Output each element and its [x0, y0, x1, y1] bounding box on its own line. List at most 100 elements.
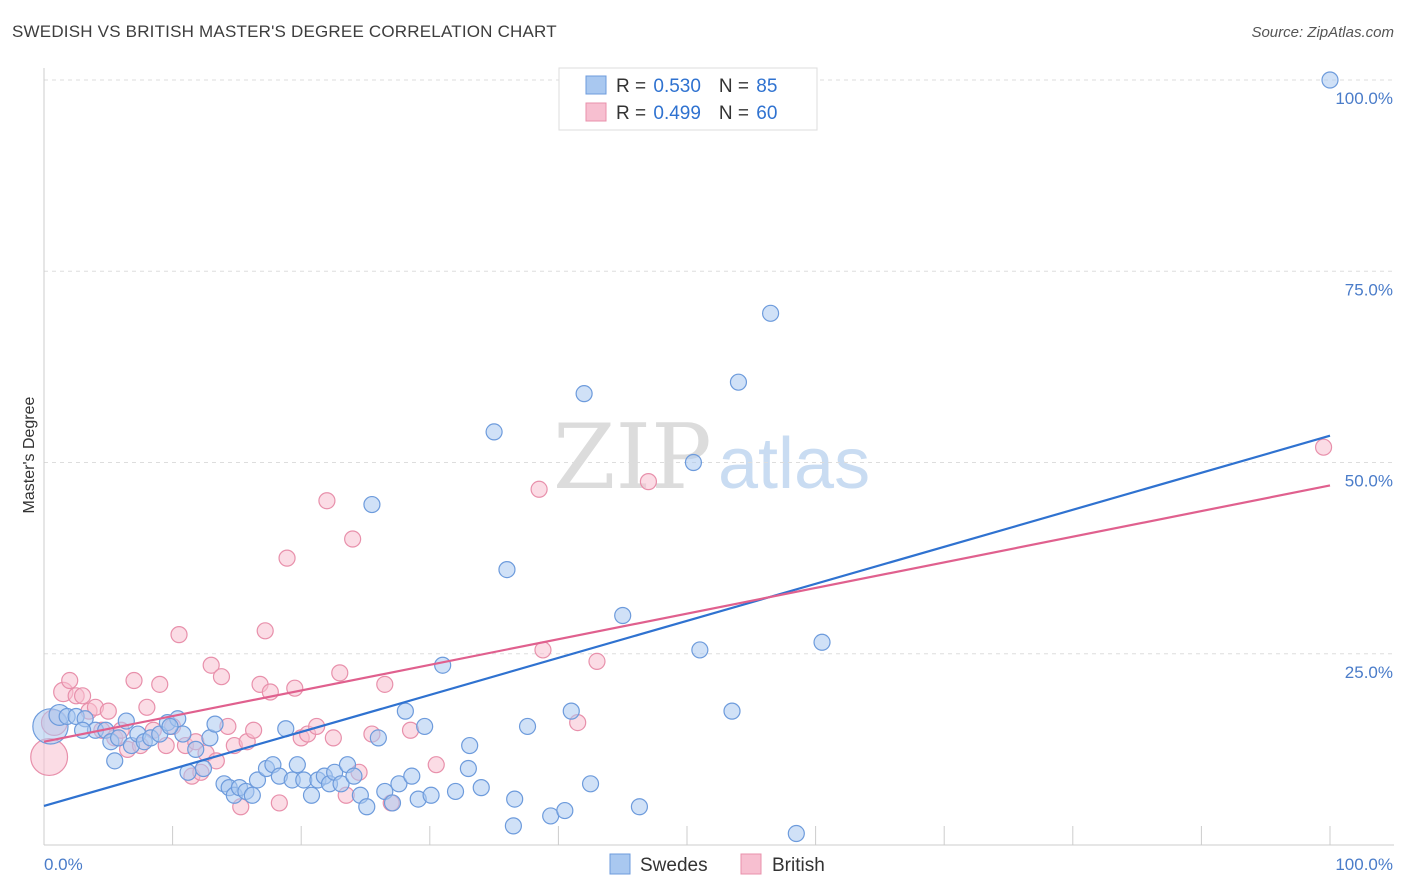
swedes-point	[302, 786, 321, 804]
swedes-point	[459, 759, 477, 778]
british-point	[318, 492, 336, 510]
legend-n-label-swedes: N =	[719, 76, 754, 97]
swedes-point	[556, 801, 574, 820]
bottom-legend-label-swedes: Swedes	[640, 855, 708, 876]
british-point	[170, 626, 188, 644]
swedes-point	[106, 752, 124, 770]
swedes-point	[434, 656, 452, 674]
british-point	[73, 687, 92, 705]
swedes-point	[345, 767, 363, 785]
swedes-point	[614, 606, 632, 625]
watermark-zip: ZIP	[553, 405, 712, 510]
swedes-point	[187, 740, 205, 758]
legend-swatch-swedes	[585, 75, 607, 95]
british-point	[324, 729, 342, 747]
legend-r-label-british: R =	[616, 103, 651, 124]
y-tick-label: 100.0%	[1335, 89, 1393, 108]
british-point	[151, 675, 169, 693]
swedes-point	[498, 560, 516, 579]
british-point	[344, 530, 362, 548]
y-axis-label: Master's Degree	[21, 396, 38, 513]
british-point	[401, 721, 420, 739]
swedes-point	[332, 775, 350, 793]
y-tick-label: 50.0%	[1345, 472, 1393, 491]
swedes-point	[422, 786, 440, 804]
swedes-point	[109, 729, 128, 747]
chart-title: SWEDISH VS BRITISH MASTER'S DEGREE CORRE…	[12, 22, 557, 41]
swedes-point	[581, 775, 600, 793]
swedes-point	[396, 702, 414, 720]
british-point	[256, 622, 274, 640]
legend-swatch-british	[585, 102, 607, 122]
british-point	[639, 473, 658, 491]
correlation-legend: R = 0.530 N = 85 R = 0.499 N = 60	[558, 67, 818, 131]
british-trend-line	[43, 484, 1331, 743]
legend-n-label-british: N =	[719, 103, 754, 124]
swedes-point	[416, 717, 434, 736]
gridlines: 25.0% 50.0% 75.0% 100.0%	[44, 79, 1394, 682]
swedes-point	[684, 453, 703, 472]
swedes-point	[403, 767, 421, 785]
british-point	[588, 652, 606, 671]
british-point	[1314, 438, 1333, 456]
bottom-legend-label-british: British	[772, 855, 825, 876]
swedes-point	[288, 756, 306, 774]
swedes-point	[248, 771, 267, 789]
swedes-point	[506, 790, 524, 808]
british-point	[125, 671, 143, 690]
swedes-point	[446, 782, 465, 801]
legend-r-value-swedes: 0.530	[653, 76, 701, 97]
british-point	[61, 671, 79, 690]
british-point	[212, 668, 231, 686]
legend-r-value-british: 0.499	[653, 103, 701, 124]
swedes-point	[575, 385, 593, 403]
swedes-point	[630, 798, 649, 816]
series-legend: Swedes British	[609, 853, 825, 876]
swedes-point	[518, 717, 537, 736]
swedes-point	[723, 702, 741, 720]
swedes-point	[504, 817, 522, 835]
british-point	[138, 698, 156, 716]
swedes-point	[174, 725, 192, 743]
british-point	[99, 702, 117, 720]
legend-r-label-swedes: R =	[616, 76, 651, 97]
swedes-point	[787, 824, 805, 843]
british-point	[270, 794, 288, 812]
british-point	[278, 549, 296, 567]
swedes-point	[691, 641, 709, 659]
bottom-legend-swatch-british	[740, 853, 762, 875]
watermark-atlas: atlas	[718, 424, 870, 504]
british-point	[245, 721, 263, 739]
swedes-point	[206, 715, 224, 733]
swedes-point	[161, 717, 179, 736]
swedes-point	[363, 495, 381, 514]
british-point	[530, 480, 548, 498]
swedes-point	[485, 423, 503, 441]
legend-n-value-swedes: 85	[756, 76, 777, 97]
swedes-point	[383, 794, 402, 812]
british-point	[376, 675, 394, 693]
y-tick-label: 25.0%	[1345, 663, 1393, 682]
swedes-point	[390, 775, 408, 793]
swedes-point	[194, 759, 213, 778]
x-tick-label-min: 0.0%	[44, 855, 83, 874]
swedes-points	[32, 71, 1339, 843]
british-point	[202, 656, 220, 674]
x-tick-label-max: 100.0%	[1335, 855, 1393, 874]
source-credit: Source: ZipAtlas.com	[1251, 24, 1394, 41]
legend-n-value-british: 60	[756, 103, 777, 124]
swedes-point	[243, 786, 261, 804]
swedes-point	[562, 702, 580, 720]
british-point	[427, 756, 445, 774]
swedes-point	[729, 373, 748, 391]
y-tick-label: 75.0%	[1345, 280, 1393, 299]
bottom-legend-swatch-swedes	[609, 853, 631, 875]
british-point	[331, 664, 349, 682]
swedes-trend-line	[43, 434, 1331, 808]
swedes-point	[813, 633, 831, 651]
swedes-point	[358, 798, 376, 816]
trend-lines	[43, 434, 1331, 808]
